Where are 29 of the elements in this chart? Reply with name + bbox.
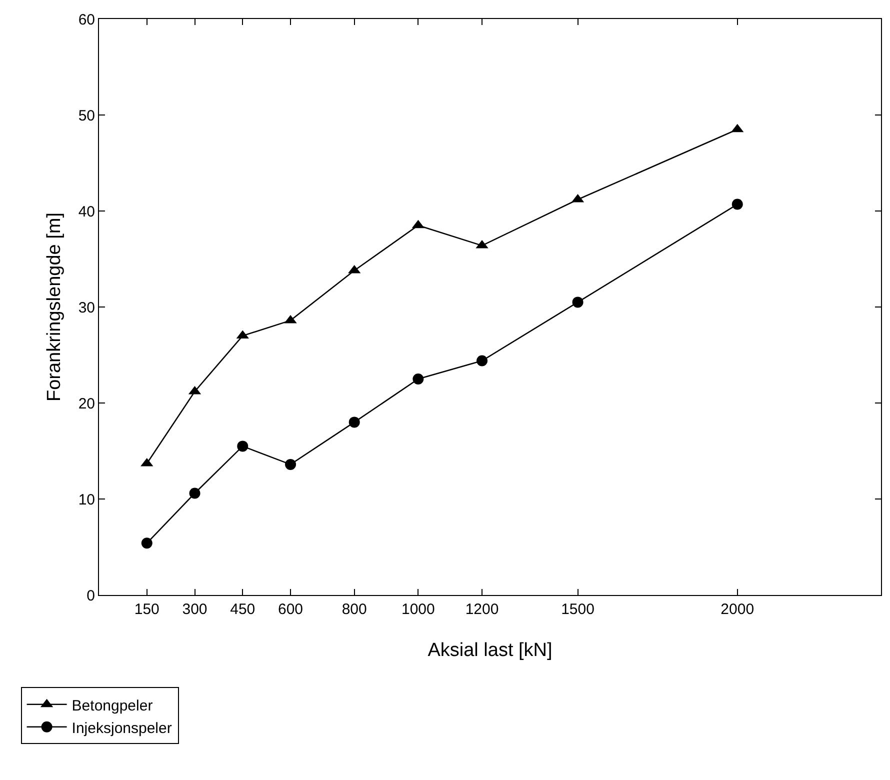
y-tick-label: 40 <box>78 203 95 220</box>
point <box>237 440 248 452</box>
x-tick-label: 800 <box>342 601 367 618</box>
point <box>285 458 296 470</box>
y-tick-label: 60 <box>78 11 95 28</box>
point <box>732 198 743 210</box>
point <box>476 355 488 366</box>
y-tick-label: 50 <box>78 107 95 124</box>
x-tick-label: 2000 <box>720 601 754 618</box>
point <box>348 416 360 428</box>
point <box>572 296 584 308</box>
point <box>189 488 200 499</box>
legend-label: Betongpeler <box>72 697 153 714</box>
x-tick-label: 150 <box>134 601 160 618</box>
y-tick-label: 0 <box>86 587 95 604</box>
point <box>412 374 424 384</box>
y-tick-label: 30 <box>78 299 95 316</box>
y-tick-label: 10 <box>78 491 95 508</box>
x-tick-label: 450 <box>230 601 256 618</box>
x-tick-label: 1500 <box>561 601 594 618</box>
x-tick-label: 300 <box>182 601 208 618</box>
y-axis-title: Forankringslengde [m] <box>44 212 66 402</box>
x-axis-title: Aksial last [kN] <box>428 640 552 661</box>
y-tick-label: 20 <box>78 395 95 412</box>
x-tick-label: 1000 <box>401 601 435 618</box>
x-tick-label: 1200 <box>465 601 499 618</box>
legend-label: Injeksjonspeler <box>72 720 172 737</box>
point <box>141 538 152 549</box>
x-tick-label: 600 <box>278 601 304 618</box>
